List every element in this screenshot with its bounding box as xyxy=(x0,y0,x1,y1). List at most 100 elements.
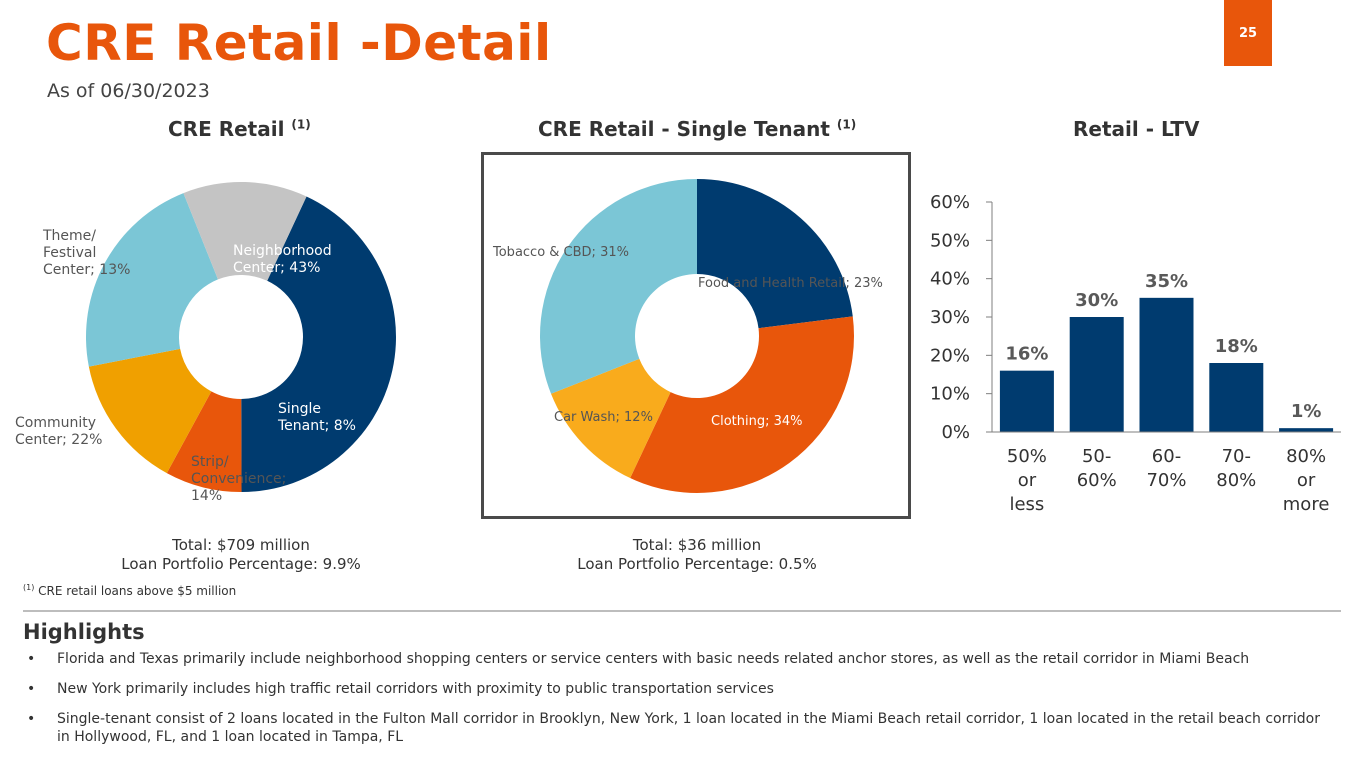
ltv-category-label-line: or xyxy=(1297,470,1316,491)
footnote-marker: (1) xyxy=(23,583,35,592)
highlight-text: Single-tenant consist of 2 loans located… xyxy=(57,711,1320,745)
ltv-bar-data-label: 30% xyxy=(1075,290,1118,311)
ltv-bar xyxy=(1139,297,1194,432)
ltv-category-label-line: 50% xyxy=(1007,446,1047,467)
ltv-category-label-line: 50- xyxy=(1082,446,1111,467)
retail-pie-label: Strip/Convenience; 14% xyxy=(191,454,286,504)
single-tenant-pie-label-line: Food and Health Retail; 23% xyxy=(698,276,883,291)
retail-chart-title-text: CRE Retail xyxy=(168,117,285,141)
retail-pie-label-line: Center; 13% xyxy=(43,262,130,278)
highlights-title: Highlights xyxy=(23,620,145,644)
ltv-category-label-line: less xyxy=(1009,494,1044,515)
ltv-y-tick-label: 30% xyxy=(930,307,970,328)
ltv-category-label: 70-80% xyxy=(1216,446,1256,491)
ltv-bar xyxy=(1209,363,1264,432)
single-tenant-pie-slice xyxy=(551,358,671,479)
ltv-bar xyxy=(999,370,1054,432)
highlight-text: Florida and Texas primarily include neig… xyxy=(57,651,1250,667)
retail-portfolio-percentage: Loan Portfolio Percentage: 9.9% xyxy=(121,555,361,573)
ltv-category-label: 60-70% xyxy=(1146,446,1186,491)
ltv-y-tick-label: 60% xyxy=(930,192,970,213)
highlights-list: • Florida and Texas primarily include nei… xyxy=(23,650,1333,758)
bullet-icon: • xyxy=(27,651,36,667)
retail-pie-label-line: Convenience; xyxy=(191,471,286,487)
retail-pie-slice xyxy=(241,196,396,492)
ltv-category-label-line: 80% xyxy=(1216,470,1256,491)
ltv-chart-title: Retail - LTV xyxy=(1073,117,1200,141)
retail-chart-title: CRE Retail (1) xyxy=(168,117,311,141)
ltv-y-tick-label: 50% xyxy=(930,230,970,251)
highlight-item: • New York primarily includes high traffi… xyxy=(23,680,1333,698)
ltv-y-tick-label: 0% xyxy=(941,422,970,443)
footnote: (1) CRE retail loans above $5 million xyxy=(23,583,236,598)
single-tenant-pie-slice xyxy=(697,179,853,329)
ltv-category-label-line: 70- xyxy=(1222,446,1251,467)
ltv-y-tick-label: 40% xyxy=(930,269,970,290)
retail-pie-label-line: Neighborhood xyxy=(233,243,332,259)
single-tenant-pie-label: Food and Health Retail; 23% xyxy=(698,276,883,291)
retail-pie-slice xyxy=(85,193,218,367)
single-tenant-pie-label: Clothing; 34% xyxy=(711,414,803,429)
retail-pie-label: Theme/Festival Center; 13% xyxy=(42,228,130,278)
retail-total: Total: $709 million xyxy=(172,536,310,554)
ltv-bar xyxy=(1279,428,1334,432)
ltv-category-label-line: 70% xyxy=(1146,470,1186,491)
ltv-bar-data-label: 1% xyxy=(1291,401,1322,422)
bullet-icon: • xyxy=(27,681,36,697)
retail-pie-label-line: Center; 22% xyxy=(15,432,102,448)
ltv-category-label-line: 60% xyxy=(1077,470,1117,491)
single-tenant-pie-label-line: Clothing; 34% xyxy=(711,414,803,429)
single-tenant-totals: Total: $36 million Loan Portfolio Percen… xyxy=(571,536,823,574)
ltv-category-label: 50% or less xyxy=(1007,446,1047,515)
ltv-bar-data-label: 35% xyxy=(1145,271,1188,292)
retail-pie-slice xyxy=(88,348,212,474)
retail-pie-label-line: 14% xyxy=(191,488,222,504)
single-tenant-pie-slice xyxy=(539,179,697,394)
retail-pie-label-line: Strip/ xyxy=(191,454,229,470)
ltv-category-label-line: more xyxy=(1283,494,1330,515)
ltv-category-label: 80% or more xyxy=(1283,446,1330,515)
retail-pie-label-line: Festival xyxy=(43,245,96,261)
highlight-text: New York primarily includes high traffic… xyxy=(57,681,774,697)
single-tenant-pie-label-line: Tobacco & CBD; 31% xyxy=(492,245,629,260)
retail-pie-label-line: Single xyxy=(278,401,321,417)
ltv-bar-data-label: 18% xyxy=(1215,336,1258,357)
ltv-bar xyxy=(1069,317,1124,432)
ltv-bar-data-label: 16% xyxy=(1005,344,1048,365)
ltv-category-label-line: 60- xyxy=(1152,446,1181,467)
ltv-category-label-line: 80% xyxy=(1286,446,1326,467)
retail-totals: Total: $709 million Loan Portfolio Perce… xyxy=(116,536,366,574)
single-tenant-total: Total: $36 million xyxy=(632,536,762,554)
highlight-item: • Single-tenant consist of 2 loans locate… xyxy=(23,710,1333,746)
bullet-icon: • xyxy=(27,711,36,727)
single-tenant-pie-label: Car Wash; 12% xyxy=(554,410,653,425)
ltv-category-label-line: or xyxy=(1018,470,1037,491)
retail-pie-label: Community Center; 22% xyxy=(15,415,102,448)
page-title: CRE Retail -Detail xyxy=(46,14,552,72)
single-tenant-portfolio-percentage: Loan Portfolio Percentage: 0.5% xyxy=(577,555,817,573)
ltv-category-label: 50-60% xyxy=(1077,446,1117,491)
retail-pie-label-line: Tenant; 8% xyxy=(277,418,356,434)
retail-pie-label: Neighborhood Center; 43% xyxy=(233,243,332,276)
retail-pie-label-line: Center; 43% xyxy=(233,260,320,276)
single-tenant-frame xyxy=(481,152,911,519)
retail-pie-slice xyxy=(166,391,242,492)
retail-pie-slice xyxy=(183,182,307,281)
ltv-y-tick-label: 20% xyxy=(930,345,970,366)
as-of-date: As of 06/30/2023 xyxy=(47,80,210,102)
retail-chart-title-footnote: (1) xyxy=(291,117,311,132)
ltv-y-tick-label: 10% xyxy=(930,384,970,405)
single-tenant-chart-title-footnote: (1) xyxy=(836,117,857,132)
highlight-item: • Florida and Texas primarily include nei… xyxy=(23,650,1333,668)
section-divider xyxy=(23,610,1341,612)
page-number-badge: 25 xyxy=(1224,0,1272,66)
footnote-text: CRE retail loans above $5 million xyxy=(38,584,237,598)
retail-pie-label-line: Theme/ xyxy=(42,228,96,244)
single-tenant-pie-label-line: Car Wash; 12% xyxy=(554,410,653,425)
retail-pie-label: Single Tenant; 8% xyxy=(277,401,356,434)
single-tenant-pie-slice xyxy=(630,316,855,493)
ltv-chart-title-text: Retail - LTV xyxy=(1073,117,1200,141)
retail-pie-label-line: Community xyxy=(15,415,96,431)
single-tenant-chart-title: CRE Retail - Single Tenant (1) xyxy=(538,117,856,141)
